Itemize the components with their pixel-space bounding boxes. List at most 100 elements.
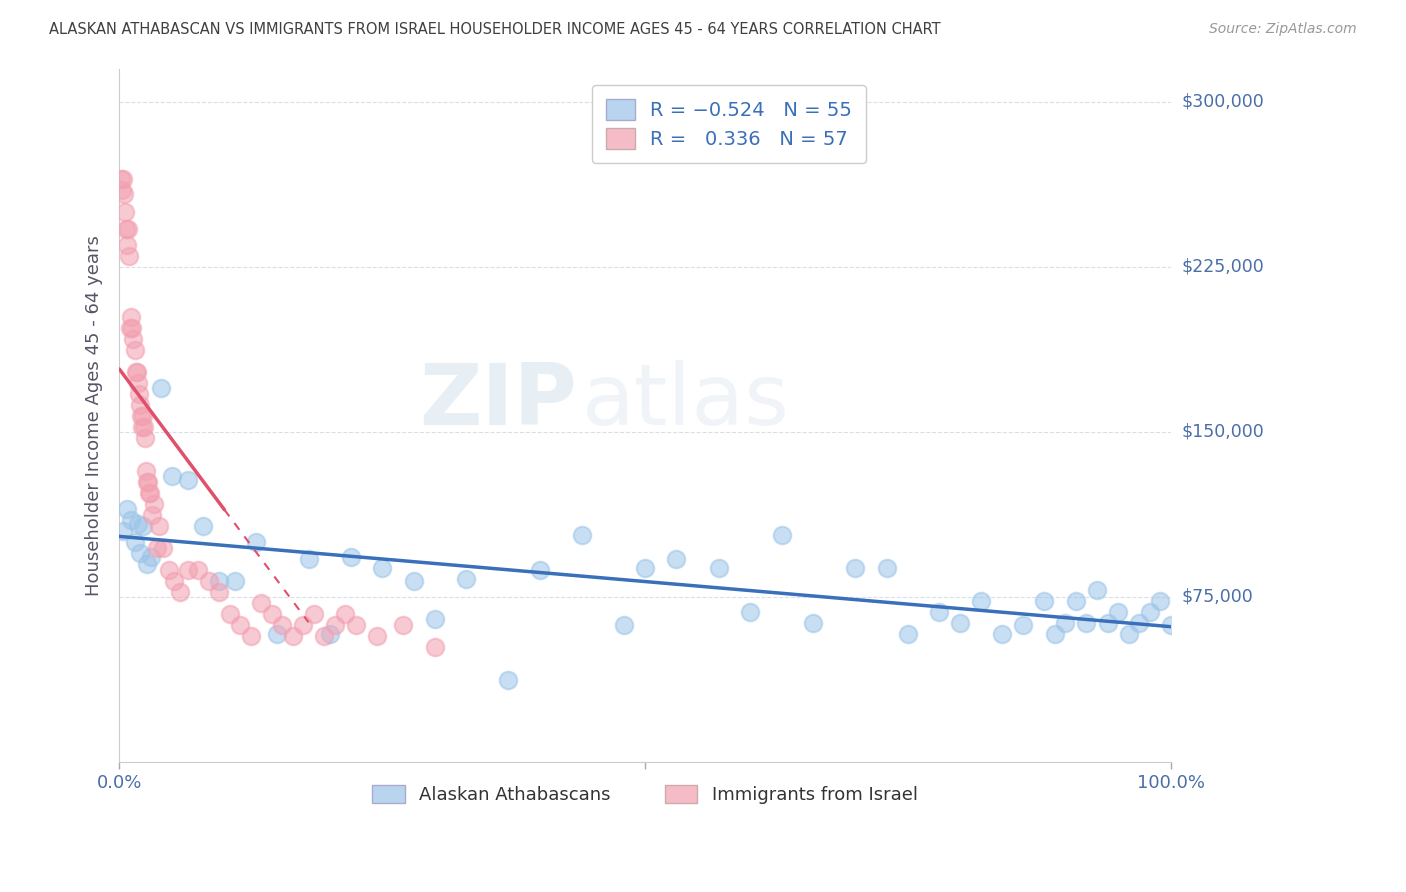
Point (132, 409, 155, 424)
Point (111, 183, 134, 197)
Point (423, 640, 446, 655)
Point (120, 310, 142, 325)
Point (141, 508, 163, 523)
Point (1107, 605, 1129, 619)
Point (770, 528, 793, 542)
Point (129, 409, 152, 424)
Point (120, 513, 142, 527)
Point (1064, 594, 1087, 608)
Point (128, 398, 150, 412)
Point (197, 574, 219, 589)
Point (115, 222, 138, 236)
Point (187, 563, 209, 577)
Point (124, 343, 146, 358)
Point (229, 618, 252, 632)
Point (402, 574, 425, 589)
Point (114, 204, 136, 219)
Point (125, 365, 148, 379)
Point (571, 528, 593, 542)
Point (302, 607, 325, 622)
Point (314, 629, 336, 643)
Point (145, 541, 167, 556)
Point (117, 222, 139, 236)
Point (1139, 605, 1161, 619)
Point (132, 519, 155, 533)
Point (1054, 616, 1077, 631)
Point (112, 524, 135, 538)
Point (260, 607, 283, 622)
Point (1128, 616, 1150, 631)
Point (271, 618, 294, 632)
Point (335, 607, 357, 622)
Point (176, 563, 198, 577)
Text: atlas: atlas (582, 359, 790, 442)
Point (1076, 616, 1098, 631)
Point (139, 550, 162, 565)
Point (634, 561, 657, 575)
Point (1160, 618, 1182, 632)
Point (392, 618, 415, 632)
Point (124, 534, 146, 549)
Point (136, 475, 159, 490)
Point (897, 627, 920, 641)
Point (138, 486, 160, 500)
Point (529, 563, 551, 577)
Point (150, 381, 173, 395)
Point (1033, 594, 1056, 608)
Point (281, 629, 304, 643)
Point (163, 574, 186, 589)
Point (111, 171, 134, 186)
Point (134, 431, 156, 445)
Point (970, 594, 993, 608)
Point (208, 585, 231, 599)
Point (949, 616, 972, 631)
Point (110, 171, 132, 186)
Point (613, 618, 636, 632)
Point (928, 605, 950, 619)
Point (129, 546, 152, 560)
Point (128, 387, 150, 401)
Point (344, 618, 367, 632)
Text: $150,000: $150,000 (1181, 423, 1264, 441)
Point (707, 561, 730, 575)
Point (115, 237, 138, 252)
Point (371, 561, 394, 575)
Y-axis label: Householder Income Ages 45 - 64 years: Householder Income Ages 45 - 64 years (86, 235, 103, 596)
Point (297, 552, 319, 566)
Point (245, 534, 267, 549)
Point (738, 605, 761, 619)
Point (135, 464, 157, 478)
Point (239, 629, 262, 643)
Point (339, 550, 361, 565)
Point (1097, 616, 1119, 631)
Point (127, 517, 149, 532)
Point (991, 627, 1014, 641)
Point (1012, 618, 1035, 632)
Point (160, 468, 183, 483)
Point (496, 673, 519, 688)
Point (121, 321, 143, 335)
Point (169, 585, 191, 599)
Point (318, 627, 340, 641)
Point (250, 596, 273, 610)
Point (118, 249, 141, 263)
Point (115, 501, 138, 516)
Point (135, 557, 157, 571)
Point (1118, 627, 1140, 641)
Point (844, 561, 866, 575)
Text: ALASKAN ATHABASCAN VS IMMIGRANTS FROM ISRAEL HOUSEHOLDER INCOME AGES 45 - 64 YEA: ALASKAN ATHABASCAN VS IMMIGRANTS FROM IS… (49, 22, 941, 37)
Point (1149, 594, 1171, 608)
Point (112, 186, 135, 201)
Point (456, 572, 478, 586)
Text: $75,000: $75,000 (1181, 588, 1254, 606)
Point (152, 541, 174, 556)
Point (139, 486, 162, 500)
Point (176, 473, 198, 487)
Point (266, 627, 288, 641)
Point (801, 616, 824, 631)
Point (127, 376, 149, 391)
Point (193, 519, 215, 533)
Point (132, 420, 155, 434)
Legend: Alaskan Athabascans, Immigrants from Israel: Alaskan Athabascans, Immigrants from Isr… (361, 774, 928, 815)
Point (665, 552, 688, 566)
